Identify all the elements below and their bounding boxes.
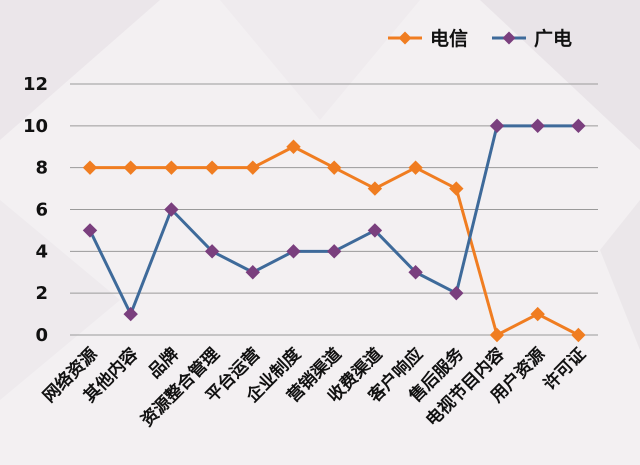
data-point xyxy=(530,306,545,322)
x-tick-label: 许可证 xyxy=(539,344,590,395)
data-point xyxy=(286,244,301,259)
y-tick-label: 0 xyxy=(35,325,48,346)
legend-label: 广电 xyxy=(534,27,572,50)
series-line xyxy=(90,145,580,337)
data-point xyxy=(164,202,179,217)
data-point xyxy=(449,181,464,196)
data-point xyxy=(123,160,138,175)
data-point xyxy=(286,139,301,154)
data-point xyxy=(326,160,342,175)
y-tick-label: 10 xyxy=(23,116,48,137)
legend-label: 电信 xyxy=(430,27,468,50)
data-point xyxy=(204,160,220,175)
data-point xyxy=(408,265,423,280)
data-point xyxy=(326,244,342,259)
data-point xyxy=(123,306,138,322)
data-point xyxy=(571,118,586,134)
data-point xyxy=(82,160,98,175)
series-2 xyxy=(82,118,586,322)
legend-marker xyxy=(502,31,516,45)
data-point xyxy=(489,118,505,134)
data-point xyxy=(164,160,179,175)
data-point xyxy=(245,160,261,175)
legend-item: 电信 xyxy=(388,27,468,50)
legend: 电信 广电 xyxy=(388,27,572,50)
data-point xyxy=(245,265,261,280)
series-layer xyxy=(82,118,586,343)
legend-item: 广电 xyxy=(492,27,572,50)
legend-marker xyxy=(398,31,412,45)
data-point xyxy=(571,327,586,343)
y-tick-label: 12 xyxy=(23,74,48,95)
y-tick-label: 2 xyxy=(35,283,48,304)
grid xyxy=(70,83,598,336)
data-point xyxy=(449,285,464,301)
background-pattern xyxy=(480,0,640,150)
series-1 xyxy=(82,139,586,343)
data-point xyxy=(530,118,545,134)
data-point xyxy=(82,223,98,238)
data-point xyxy=(204,244,220,259)
series-line xyxy=(88,124,579,316)
data-point xyxy=(408,160,423,175)
data-point xyxy=(489,327,505,343)
y-tick-label: 4 xyxy=(35,241,48,262)
data-point xyxy=(367,181,383,196)
y-tick-label: 8 xyxy=(35,158,48,179)
data-point xyxy=(367,223,383,238)
y-tick-labels: 0 2 4 6 8 10 12 xyxy=(23,74,48,346)
y-tick-label: 6 xyxy=(35,200,48,221)
